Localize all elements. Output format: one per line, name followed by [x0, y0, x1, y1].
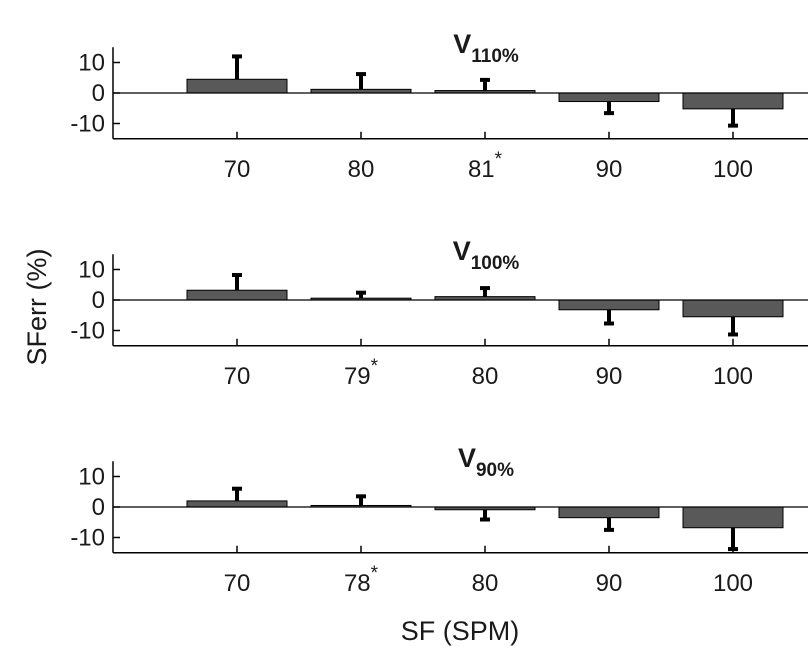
- x-tick-label: 79*: [344, 356, 379, 390]
- x-tick-label: 70: [224, 156, 251, 183]
- x-tick-label: 100: [713, 156, 753, 183]
- x-tick-label: 80: [472, 363, 499, 390]
- panel-title-sub: 110%: [471, 46, 519, 67]
- x-tick-label-text: 70: [224, 156, 251, 183]
- panel-title: V90%: [458, 443, 514, 481]
- y-axis-label: SFerr (%): [22, 249, 52, 366]
- x-tick-label-text: 90: [596, 363, 623, 390]
- bar: [558, 506, 660, 519]
- x-axis-label: SF (SPM): [401, 616, 520, 646]
- y-tick-label: 10: [78, 464, 105, 491]
- x-tick-label: 70: [224, 363, 251, 390]
- panel-title-main: V: [453, 29, 471, 59]
- y-tick-label: 0: [92, 287, 105, 314]
- bar: [682, 506, 784, 529]
- bar: [558, 92, 660, 103]
- bar: [682, 299, 784, 318]
- x-tick-label-text: 100: [713, 363, 753, 390]
- x-tick-label: 81*: [468, 149, 503, 183]
- x-tick-label-text: 70: [224, 570, 251, 597]
- bar: [682, 92, 784, 110]
- bar: [186, 78, 288, 94]
- y-tick-label: -10: [70, 525, 105, 552]
- x-tick-label: 90: [596, 570, 623, 597]
- x-tick-label: 100: [713, 363, 753, 390]
- bar: [186, 289, 288, 301]
- x-tick-label: 70: [224, 570, 251, 597]
- x-tick-label: 90: [596, 156, 623, 183]
- x-tick-label-text: 70: [224, 363, 251, 390]
- x-tick-star: *: [371, 356, 379, 377]
- bar: [558, 299, 660, 311]
- x-tick-label-text: 80: [472, 570, 499, 597]
- x-tick-label-text: 90: [596, 156, 623, 183]
- y-tick-label: 10: [78, 257, 105, 284]
- x-tick-label-text: 78: [344, 570, 371, 597]
- y-tick-label: 10: [78, 50, 105, 77]
- x-tick-label-text: 80: [348, 156, 375, 183]
- y-tick-label: -10: [70, 318, 105, 345]
- x-tick-label-text: 100: [713, 156, 753, 183]
- panel-title-sub: 100%: [471, 253, 520, 274]
- x-tick-star: *: [495, 149, 503, 170]
- bar: [186, 500, 288, 508]
- x-tick-label: 80: [348, 156, 375, 183]
- y-tick-label: 0: [92, 80, 105, 107]
- x-tick-label: 80: [472, 570, 499, 597]
- x-tick-label-text: 79: [344, 363, 371, 390]
- panel-title: V100%: [453, 236, 520, 274]
- x-tick-label: 100: [713, 570, 753, 597]
- x-tick-label: 78*: [344, 563, 379, 597]
- x-tick-label-text: 100: [713, 570, 753, 597]
- x-tick-label-text: 81: [468, 156, 495, 183]
- x-tick-label: 90: [596, 363, 623, 390]
- x-tick-label-text: 80: [472, 363, 499, 390]
- panel-title-sub: 90%: [476, 460, 514, 481]
- y-tick-label: -10: [70, 111, 105, 138]
- panel-title-main: V: [458, 443, 476, 473]
- y-tick-label: 0: [92, 494, 105, 521]
- x-tick-label-text: 90: [596, 570, 623, 597]
- panel-title: V110%: [453, 29, 519, 67]
- panel-title-main: V: [453, 236, 471, 266]
- x-tick-star: *: [371, 563, 379, 584]
